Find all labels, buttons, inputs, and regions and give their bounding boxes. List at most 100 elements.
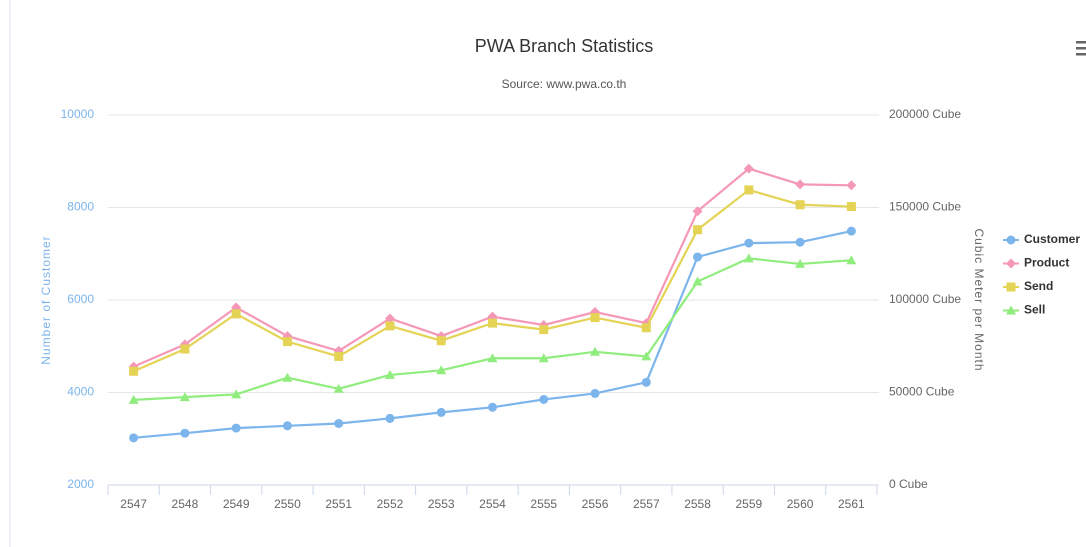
data-point <box>846 226 856 236</box>
series-line <box>133 167 852 368</box>
data-point <box>231 389 242 399</box>
data-point <box>692 206 703 217</box>
y-tick-label: 6000 <box>67 292 94 306</box>
data-point <box>129 366 139 376</box>
x-tick-label: 2554 <box>479 497 506 511</box>
series <box>128 253 857 404</box>
data-point <box>384 313 395 324</box>
data-point <box>795 200 805 210</box>
data-point <box>385 321 395 331</box>
data-point <box>128 394 139 404</box>
x-tick-label: 2561 <box>838 497 865 511</box>
legend-marker <box>1006 282 1016 292</box>
x-tick-label: 2548 <box>172 497 199 511</box>
series <box>128 163 857 372</box>
legend-item[interactable]: Product <box>1003 256 1069 270</box>
data-point <box>744 185 754 195</box>
y2-tick-label: 0 Cube <box>889 477 928 491</box>
legend-label: Customer <box>1024 232 1080 246</box>
data-point <box>795 179 806 190</box>
data-point <box>180 428 190 438</box>
data-point <box>436 365 447 375</box>
data-point <box>282 337 292 347</box>
series-line <box>133 257 852 401</box>
x-tick-label: 2553 <box>428 497 455 511</box>
legend-item[interactable]: Sell <box>1003 303 1045 317</box>
data-point <box>846 180 857 191</box>
y2-tick-label: 150000 Cube <box>889 200 961 214</box>
y2-tick-label: 100000 Cube <box>889 292 961 306</box>
y-tick-label: 4000 <box>67 385 94 399</box>
data-point <box>641 323 651 333</box>
data-point <box>743 163 754 174</box>
legend-label: Product <box>1024 256 1069 270</box>
data-point <box>334 418 344 428</box>
data-point <box>488 402 497 412</box>
data-point <box>129 433 139 443</box>
legend: Customer Product Send Sell <box>1003 232 1080 317</box>
menu-bar <box>1076 47 1086 50</box>
data-point <box>282 421 292 431</box>
legend-item[interactable]: Customer <box>1003 232 1080 246</box>
y2-tick-label: 200000 Cube <box>889 107 961 121</box>
data-point <box>487 353 498 363</box>
y-tick-label: 10000 <box>61 107 95 121</box>
data-point <box>693 225 703 235</box>
menu-button[interactable] <box>1076 41 1086 56</box>
data-point <box>590 313 600 323</box>
series <box>129 185 856 376</box>
data-point <box>846 255 857 265</box>
data-point <box>846 202 856 212</box>
chart-subtitle: Source: www.pwa.co.th <box>502 77 627 91</box>
data-point <box>744 238 754 248</box>
data-point <box>641 377 651 387</box>
x-tick-label: 2547 <box>120 497 147 511</box>
x-tick-label: 2549 <box>223 497 250 511</box>
x-tick-label: 2552 <box>377 497 404 511</box>
legend-label: Sell <box>1024 303 1045 317</box>
legend-label: Send <box>1024 279 1053 293</box>
data-point <box>179 392 190 402</box>
data-point <box>488 318 497 328</box>
legend-marker <box>1006 235 1016 245</box>
data-point <box>333 383 344 393</box>
data-point <box>384 369 395 379</box>
y2-axis-title: Cubic Meter per Month <box>972 228 986 371</box>
x-tick-label: 2560 <box>787 497 814 511</box>
y-axis-title: Number of Customer <box>39 235 53 364</box>
x-tick-label: 2557 <box>633 497 660 511</box>
data-point <box>539 325 549 335</box>
data-point <box>231 309 241 319</box>
chart-title: PWA Branch Statistics <box>475 36 653 56</box>
series <box>129 226 856 443</box>
x-tick-label: 2551 <box>325 497 352 511</box>
menu-bar <box>1076 41 1086 44</box>
legend-item[interactable]: Send <box>1003 279 1053 293</box>
x-tick-label: 2550 <box>274 497 301 511</box>
data-point <box>795 258 806 268</box>
data-point <box>692 276 703 286</box>
x-tick-label: 2555 <box>530 497 557 511</box>
legend-marker <box>1006 258 1016 269</box>
data-point <box>693 252 703 262</box>
data-point <box>590 388 600 398</box>
data-point <box>334 351 344 361</box>
y-tick-label: 2000 <box>67 477 94 491</box>
data-point <box>436 407 446 417</box>
x-tick-label: 2558 <box>684 497 711 511</box>
data-point <box>538 353 549 363</box>
data-point <box>539 394 549 404</box>
series-line <box>133 188 852 373</box>
data-point <box>743 253 754 263</box>
y-tick-label: 8000 <box>67 200 94 214</box>
x-tick-label: 2556 <box>582 497 609 511</box>
data-point <box>436 336 446 346</box>
data-point <box>641 351 652 361</box>
x-tick-label: 2559 <box>735 497 762 511</box>
data-point <box>385 413 395 423</box>
data-point <box>231 423 241 433</box>
data-point <box>795 237 805 247</box>
legend-marker <box>1006 305 1016 315</box>
